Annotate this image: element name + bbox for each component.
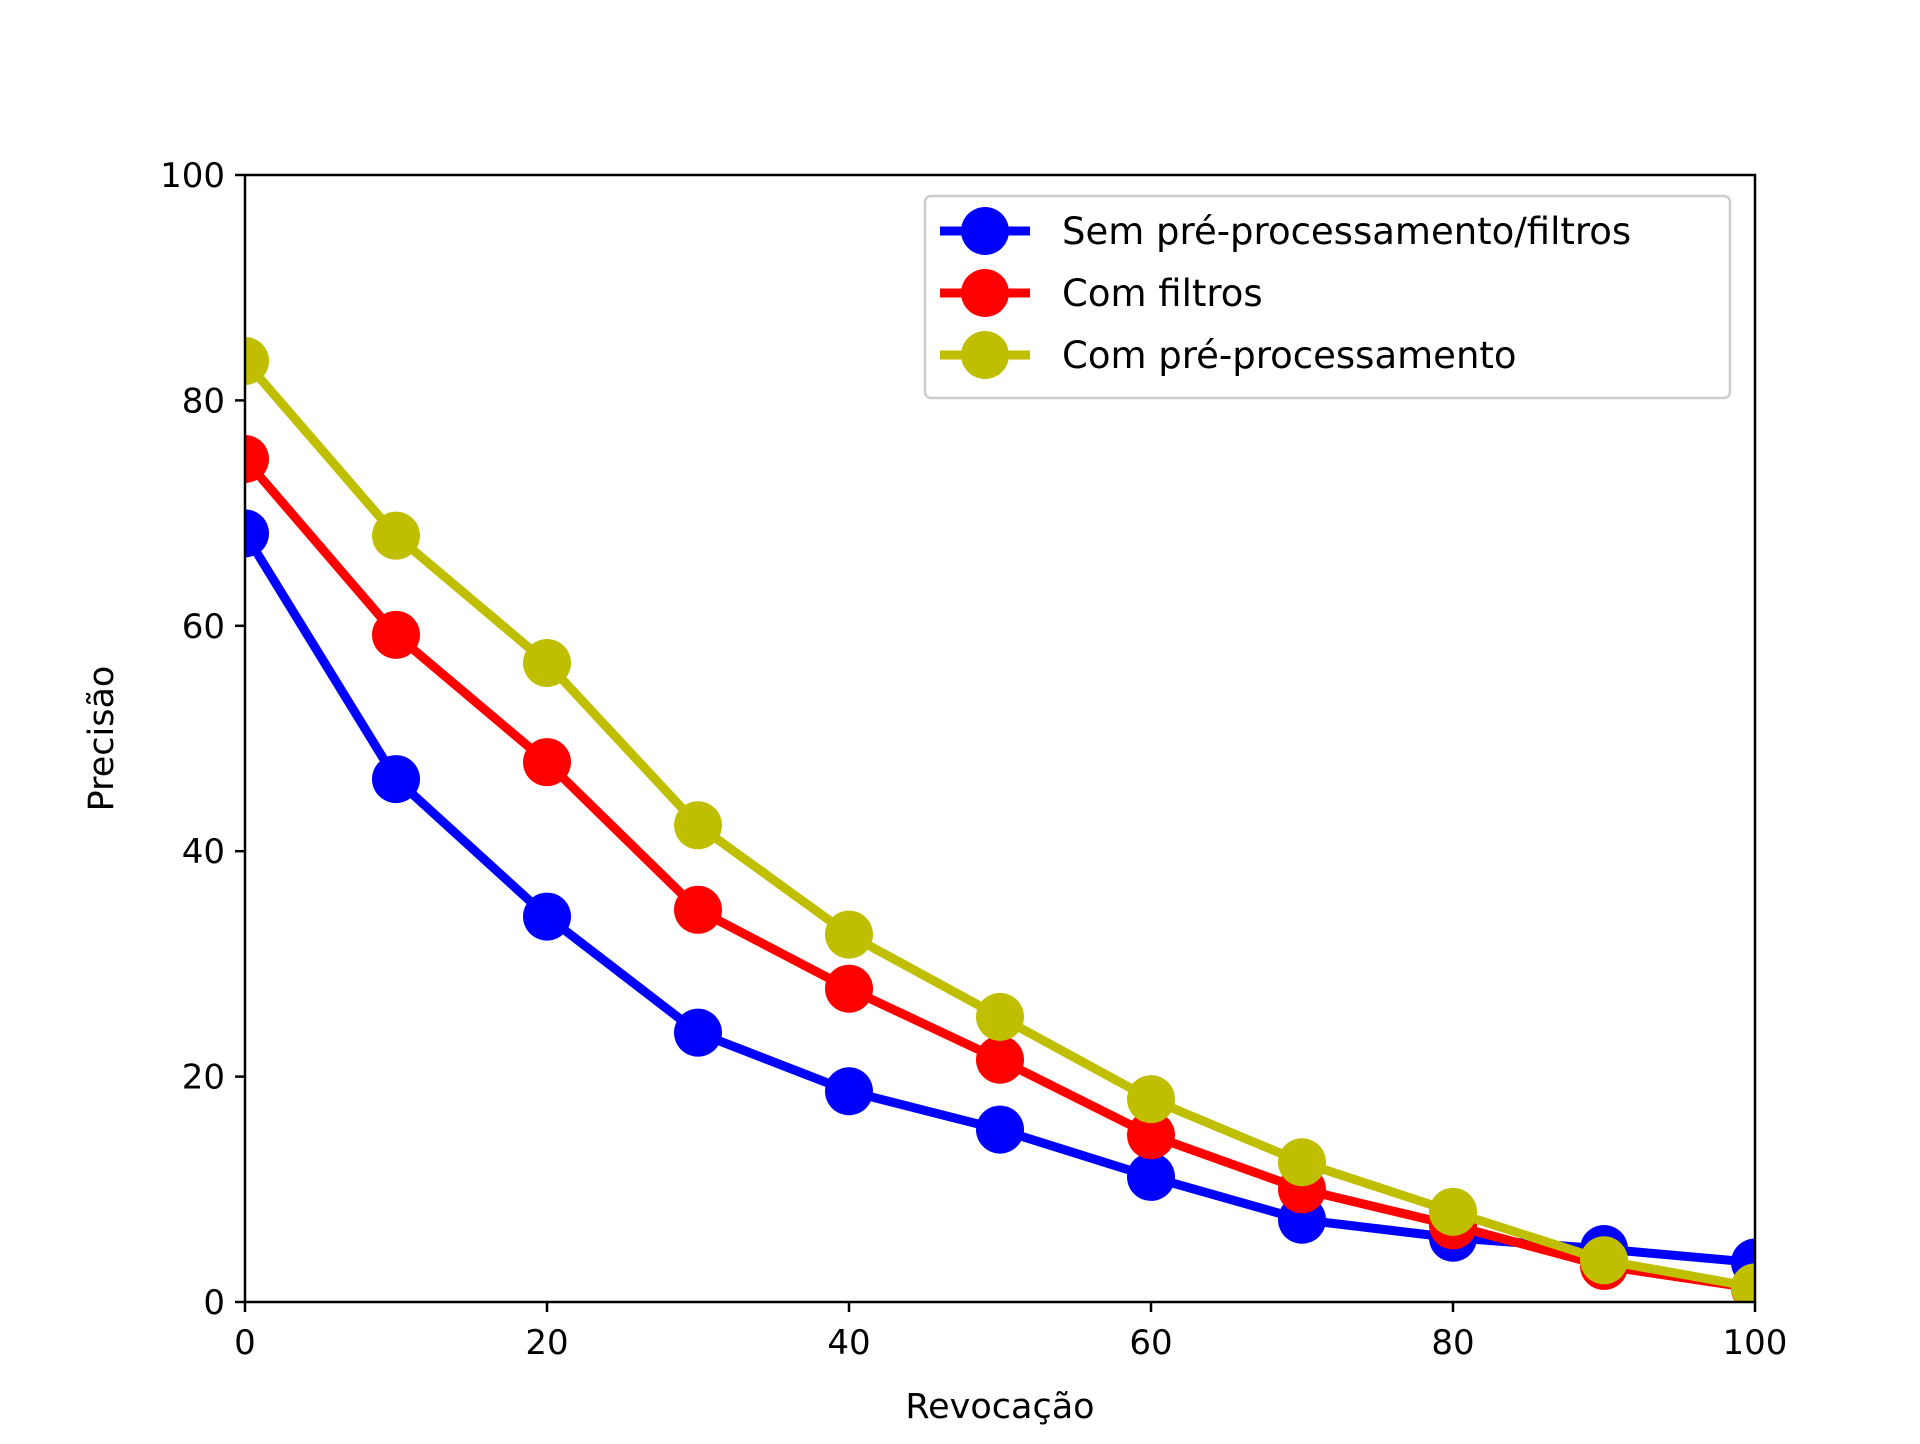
data-point [674,885,722,934]
legend-label: Sem pré-processamento/filtros [1062,210,1631,253]
y-tick-label: 20 [182,1058,225,1098]
data-point [976,1035,1024,1084]
y-tick-label: 100 [160,156,225,196]
x-tick-label: 0 [234,1323,256,1363]
data-point [245,509,269,558]
axes-layer: 0 20 40 60 80 100 0 20 40 60 80 100 Revocação Precisã… [82,156,1787,1427]
data-point [1580,1236,1628,1285]
y-axis-label: Precisão [82,666,122,812]
data-point [372,755,420,804]
data-point [523,738,571,787]
x-tick-label: 100 [1723,1323,1788,1363]
legend-label: Com filtros [1062,272,1263,315]
data-point [372,610,420,659]
legend-frame [923,194,1732,400]
legend-marker [961,331,1009,379]
data-point [674,801,722,850]
data-point [1127,1111,1175,1160]
y-tick-label: 40 [182,832,225,872]
series-3 [245,336,1755,1302]
series-layer [245,336,1755,1302]
data-point [825,910,873,959]
data-point [372,511,420,560]
series-2 [245,435,1755,1302]
legend: Sem pré-processamento/filtros Com filtros… [923,194,1732,400]
legend-entry: Com filtros [940,269,1263,317]
data-point [1278,1138,1326,1187]
legend-entry: Com pré-processamento [940,331,1517,379]
legend-marker [961,207,1009,255]
data-point [825,964,873,1013]
series-1 [245,509,1755,1287]
data-point [674,1008,722,1057]
x-tick-label: 40 [827,1323,870,1363]
data-point [1127,1075,1175,1124]
x-tick-label: 20 [525,1323,568,1363]
data-point [523,638,571,687]
y-tick-label: 80 [182,381,225,421]
data-point [245,435,269,483]
x-axis-label: Revocação [905,1387,1094,1427]
legend-marker [961,269,1009,317]
x-tick-label: 60 [1129,1323,1172,1363]
legend-entry: Sem pré-processamento/filtros [940,207,1631,255]
data-point [523,892,571,941]
data-point [1429,1187,1477,1236]
data-point [976,1105,1024,1154]
x-tick-label: 80 [1431,1323,1474,1363]
plot-frame [243,173,1757,1304]
y-tick-label: 0 [203,1283,225,1323]
data-point [1731,1263,1755,1302]
legend-label: Com pré-processamento [1062,334,1517,377]
y-tick-label: 60 [182,607,225,647]
data-point [976,992,1024,1041]
data-point [1127,1152,1175,1201]
series-line [245,456,1755,1293]
data-point [245,336,269,385]
data-point [825,1067,873,1116]
